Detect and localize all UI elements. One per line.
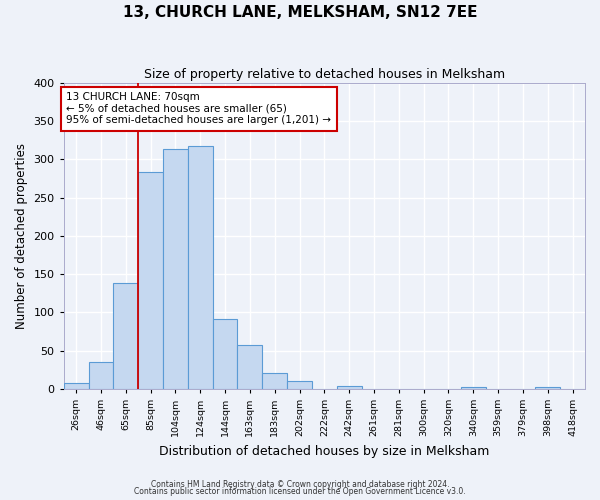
Bar [287, 381, 312, 389]
Bar [89, 362, 113, 389]
Bar [138, 172, 163, 389]
Bar [461, 387, 486, 389]
Bar [262, 374, 287, 389]
Bar [64, 384, 89, 389]
Bar [337, 386, 362, 389]
X-axis label: Distribution of detached houses by size in Melksham: Distribution of detached houses by size … [159, 444, 490, 458]
Y-axis label: Number of detached properties: Number of detached properties [15, 143, 28, 329]
Text: 13 CHURCH LANE: 70sqm
← 5% of detached houses are smaller (65)
95% of semi-detac: 13 CHURCH LANE: 70sqm ← 5% of detached h… [67, 92, 331, 126]
Title: Size of property relative to detached houses in Melksham: Size of property relative to detached ho… [144, 68, 505, 80]
Bar [163, 149, 188, 389]
Text: Contains public sector information licensed under the Open Government Licence v3: Contains public sector information licen… [134, 487, 466, 496]
Bar [113, 282, 138, 389]
Bar [188, 146, 212, 389]
Text: Contains HM Land Registry data © Crown copyright and database right 2024.: Contains HM Land Registry data © Crown c… [151, 480, 449, 489]
Bar [238, 345, 262, 389]
Bar [212, 319, 238, 389]
Text: 13, CHURCH LANE, MELKSHAM, SN12 7EE: 13, CHURCH LANE, MELKSHAM, SN12 7EE [123, 5, 477, 20]
Bar [535, 387, 560, 389]
